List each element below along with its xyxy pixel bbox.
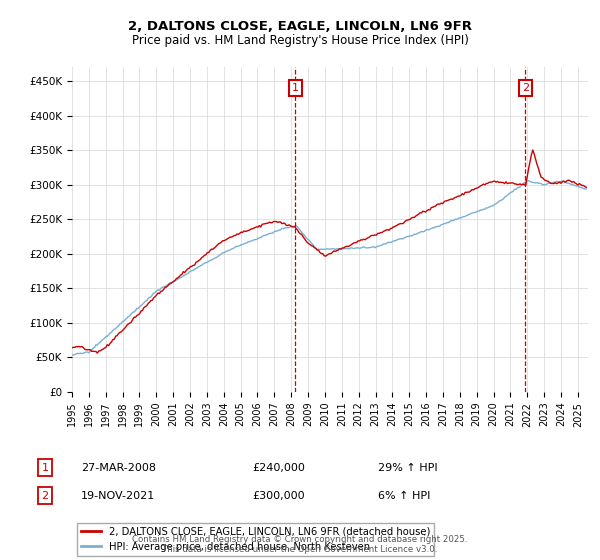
- Legend: 2, DALTONS CLOSE, EAGLE, LINCOLN, LN6 9FR (detached house), HPI: Average price, : 2, DALTONS CLOSE, EAGLE, LINCOLN, LN6 9F…: [77, 523, 434, 556]
- Text: £240,000: £240,000: [252, 463, 305, 473]
- Text: 2: 2: [522, 83, 529, 93]
- Text: 2: 2: [41, 491, 49, 501]
- Text: 2, DALTONS CLOSE, EAGLE, LINCOLN, LN6 9FR: 2, DALTONS CLOSE, EAGLE, LINCOLN, LN6 9F…: [128, 20, 472, 32]
- Text: 19-NOV-2021: 19-NOV-2021: [81, 491, 155, 501]
- Text: 1: 1: [292, 83, 299, 93]
- Text: 1: 1: [41, 463, 49, 473]
- Text: Contains HM Land Registry data © Crown copyright and database right 2025.
This d: Contains HM Land Registry data © Crown c…: [132, 535, 468, 554]
- Text: Price paid vs. HM Land Registry's House Price Index (HPI): Price paid vs. HM Land Registry's House …: [131, 34, 469, 46]
- Text: 6% ↑ HPI: 6% ↑ HPI: [378, 491, 430, 501]
- Text: 29% ↑ HPI: 29% ↑ HPI: [378, 463, 437, 473]
- Text: £300,000: £300,000: [252, 491, 305, 501]
- Text: 27-MAR-2008: 27-MAR-2008: [81, 463, 156, 473]
